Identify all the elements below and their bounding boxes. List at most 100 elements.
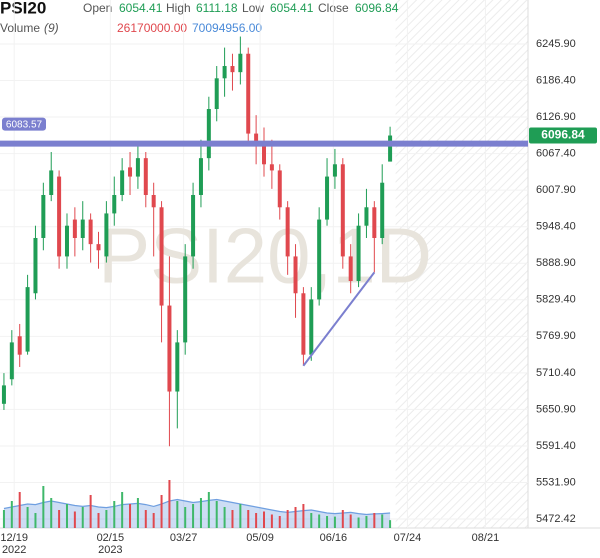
value: 6111.18 (196, 1, 238, 15)
volume-bar (294, 507, 297, 528)
candle-body (72, 219, 77, 238)
candle-body (80, 219, 85, 238)
candle-body (167, 305, 172, 392)
last-price-box (529, 127, 597, 144)
candle-body (238, 53, 243, 73)
volume-bar (168, 480, 171, 528)
candle-body (317, 219, 322, 300)
x-tick-label: 12/19 (0, 532, 28, 544)
volume-bar (349, 514, 352, 528)
candle-body (277, 170, 282, 208)
candle-body (230, 66, 235, 73)
volume-bar (255, 513, 258, 528)
volume-bar (263, 511, 265, 528)
candle-body (159, 207, 164, 306)
candle-body (388, 135, 393, 162)
candle-body (57, 176, 62, 257)
volume-bar (286, 510, 289, 528)
candle-body (356, 225, 361, 281)
volume-bar (176, 501, 179, 528)
volume-bar (270, 514, 273, 528)
volume-bar (215, 501, 218, 528)
volume-bar (2, 510, 5, 528)
candle-body (183, 256, 188, 343)
x-tick-label: 08/21 (472, 532, 500, 544)
volume-bar (239, 504, 242, 528)
label: Volume (0, 21, 40, 35)
y-tick-label: 5531.90 (536, 476, 576, 488)
volume-bar (121, 492, 124, 528)
y-tick-label: 5829.40 (536, 294, 576, 306)
value: 6054.41 (270, 1, 314, 15)
volume-bar (89, 495, 92, 528)
year-label: 2023 (98, 544, 122, 556)
candle-body (246, 53, 251, 134)
y-tick-label: 6007.90 (536, 184, 576, 196)
candle-body (332, 164, 337, 177)
candle-body (325, 176, 330, 220)
volume-bar (81, 507, 84, 528)
y-tick-label: 6067.40 (536, 148, 576, 160)
candle-body (88, 219, 93, 245)
volume-bar (50, 498, 53, 528)
volume-bar (136, 498, 139, 528)
volume-bar (278, 516, 281, 528)
volume-bar (152, 513, 155, 528)
candle-body (112, 194, 117, 214)
candle-body (191, 194, 196, 257)
candle-body (269, 164, 274, 171)
value: 70094956.00 (192, 21, 262, 35)
y-tick-label: 6245.90 (536, 38, 576, 50)
candle-body (120, 170, 125, 195)
volume-bar (247, 510, 250, 528)
y-tick-label: 5591.40 (536, 440, 576, 452)
y-tick-label: 6126.90 (536, 111, 576, 123)
x-tick-label: 07/24 (394, 532, 422, 544)
volume-bar (58, 510, 61, 528)
candle-body (49, 170, 54, 195)
value: 6096.84 (355, 1, 399, 15)
candle-body (198, 158, 203, 195)
volume-bar (318, 514, 321, 528)
x-tick-label: 05/09 (246, 532, 274, 544)
y-tick-label: 5948.40 (536, 221, 576, 233)
volume-bar (357, 517, 360, 528)
volume-bar (192, 504, 195, 528)
volume-bar (341, 510, 344, 528)
volume-bar (129, 504, 132, 528)
volume-bar (10, 501, 13, 528)
x-tick-label: 02/15 (97, 532, 125, 544)
label: High (166, 1, 191, 15)
value: 6054.41 (119, 1, 163, 15)
volume-bar (381, 514, 384, 528)
candle-body (364, 207, 369, 226)
volume-bar (113, 501, 116, 528)
volume-bar (199, 498, 202, 528)
volume-bar (160, 495, 163, 528)
x-tick-label: 06/16 (320, 532, 348, 544)
volume-bar (34, 513, 37, 528)
y-tick-label: 6186.40 (536, 74, 576, 86)
volume-bar (333, 516, 336, 528)
x-tick-label: 03/27 (170, 532, 198, 544)
trendline (302, 271, 376, 367)
y-tick-label: 5888.90 (536, 257, 576, 269)
candle-body (151, 194, 156, 208)
volume-bar (389, 520, 392, 528)
candle-body (380, 182, 385, 238)
header: PSI20 Open 6054.41 High 6111.18 Low 6054… (0, 0, 399, 35)
volume-bar (97, 513, 100, 528)
label: Low (242, 1, 264, 15)
volume-bar (231, 510, 234, 528)
volume-bar (18, 492, 21, 528)
volume-bar (302, 504, 305, 528)
candle-body (135, 158, 140, 177)
candle-body (293, 256, 298, 294)
volume-bar (310, 513, 313, 528)
candle-body (143, 158, 148, 195)
candle-body (96, 244, 101, 251)
candle-body (214, 78, 219, 110)
candle-body (254, 133, 259, 146)
candle-body (128, 167, 133, 177)
candle-body (9, 342, 14, 380)
